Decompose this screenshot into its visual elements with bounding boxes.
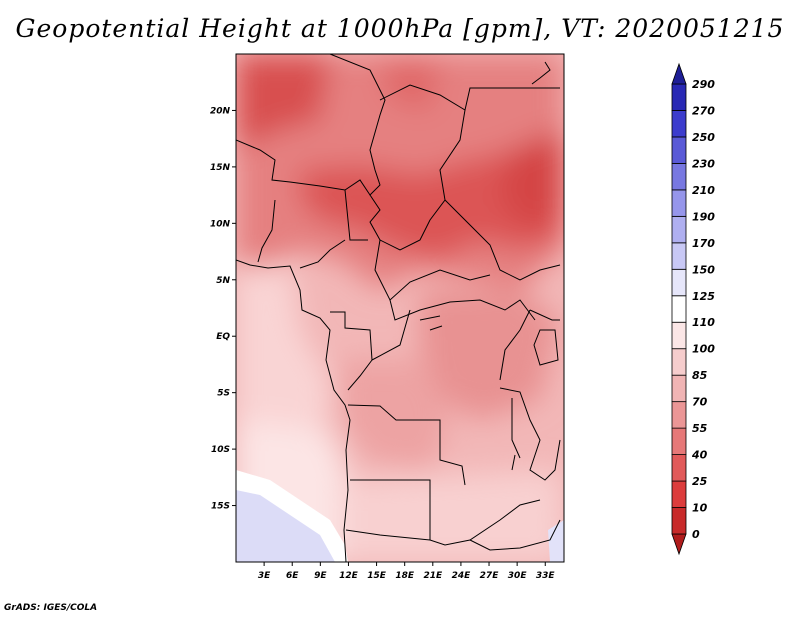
colorbar-segment bbox=[671, 242, 687, 270]
grads-credit: GrADS: IGES/COLA bbox=[4, 603, 98, 613]
colorbar-segment bbox=[671, 348, 687, 376]
map-frame bbox=[235, 53, 565, 563]
colorbar-label: 270 bbox=[692, 104, 715, 117]
colorbar-segment bbox=[671, 215, 687, 244]
colorbar-label: 110 bbox=[692, 316, 715, 329]
lon-tick-label: 3E bbox=[258, 571, 271, 581]
colorbar-segment bbox=[671, 136, 687, 164]
map-title: Geopotential Height at 1000hPa [gpm], VT… bbox=[15, 14, 785, 43]
lat-tick-label: 5S bbox=[217, 389, 230, 399]
colorbar-segment bbox=[671, 507, 687, 535]
lat-tick-label: EQ bbox=[216, 332, 230, 342]
colorbar-label: 0 bbox=[692, 528, 700, 541]
colorbar-segment bbox=[671, 427, 687, 455]
country-boundaries bbox=[236, 54, 561, 562]
lon-tick-label: 12E bbox=[339, 571, 359, 581]
lon-tick-label: 21E bbox=[423, 571, 443, 581]
colorbar-label: 40 bbox=[691, 449, 708, 462]
lon-tick-label: 30E bbox=[508, 571, 528, 581]
lat-tick-label: 15S bbox=[211, 502, 230, 512]
colorbar-segment bbox=[671, 83, 687, 111]
lon-tick-label: 24E bbox=[452, 571, 472, 581]
colorbar-label: 85 bbox=[692, 369, 708, 382]
colorbar-label: 290 bbox=[692, 78, 715, 91]
colorbar-segment bbox=[671, 480, 687, 508]
colorbar: 0 10 25 40 55 70 85 100 110 125 150 170 190 210 230 250… bbox=[671, 62, 715, 556]
colorbar-segment bbox=[671, 268, 687, 297]
colorbar-label: 55 bbox=[692, 422, 708, 435]
colorbar-label: 125 bbox=[692, 290, 715, 303]
lon-tick-label: 9E bbox=[314, 571, 327, 581]
colorbar-segment bbox=[671, 110, 687, 138]
colorbar-segment bbox=[671, 401, 687, 429]
colorbar-segment bbox=[671, 62, 687, 85]
colorbar-segment bbox=[671, 454, 687, 482]
lat-tick-label: 20N bbox=[210, 106, 231, 116]
lon-tick-label: 27E bbox=[480, 571, 500, 581]
colorbar-label: 250 bbox=[692, 131, 715, 144]
colorbar-label: 70 bbox=[692, 396, 708, 409]
lat-tick-label: 15N bbox=[210, 163, 231, 173]
colorbar-segment bbox=[671, 533, 687, 556]
lon-tick-label: 33E bbox=[536, 571, 556, 581]
colorbar-segment bbox=[671, 163, 687, 191]
colorbar-label: 210 bbox=[692, 184, 715, 197]
colorbar-label: 230 bbox=[692, 157, 715, 170]
lon-tick-label: 6E bbox=[286, 571, 299, 581]
longitude-axis: 3E 6E 9E 12E 15E 18E 21E 24E 27E 30E 33E bbox=[258, 562, 556, 581]
lat-tick-label: 10S bbox=[211, 445, 230, 455]
colorbar-label: 190 bbox=[692, 210, 715, 223]
colorbar-segment bbox=[671, 295, 687, 323]
colorbar-label: 150 bbox=[692, 263, 715, 276]
colorbar-segment bbox=[671, 321, 687, 350]
geopotential-field bbox=[236, 54, 564, 562]
colorbar-segment bbox=[671, 374, 687, 403]
lat-tick-label: 10N bbox=[210, 219, 231, 229]
colorbar-label: 25 bbox=[692, 475, 708, 488]
colorbar-segment bbox=[671, 189, 687, 217]
lon-tick-label: 18E bbox=[395, 571, 415, 581]
colorbar-label: 10 bbox=[692, 502, 708, 515]
latitude-axis: 20N 15N 10N 5N EQ 5S 10S 15S bbox=[210, 106, 236, 512]
lat-tick-label: 5N bbox=[216, 276, 230, 286]
colorbar-label: 170 bbox=[692, 237, 715, 250]
colorbar-label: 100 bbox=[692, 343, 715, 356]
lon-tick-label: 15E bbox=[367, 571, 387, 581]
